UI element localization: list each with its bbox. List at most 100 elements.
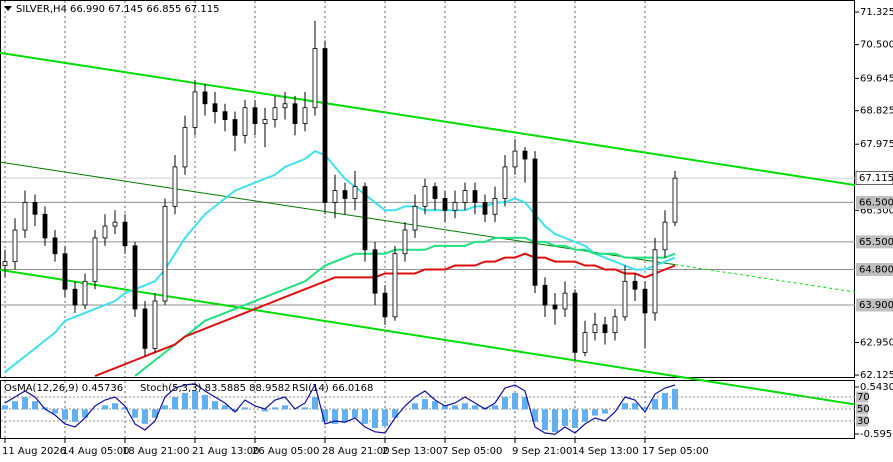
candle-body <box>312 48 318 109</box>
osma-bar <box>112 403 118 410</box>
osma-bar <box>82 409 88 418</box>
candle-body <box>562 292 568 310</box>
level-label: 64.800 <box>859 264 893 275</box>
osma-bar <box>312 397 318 410</box>
osma-bar <box>12 401 18 410</box>
level-label: 63.900 <box>859 300 893 311</box>
osma-bar <box>232 409 238 412</box>
y-tick-label: 0.5430 <box>860 382 893 393</box>
osma-bar <box>552 409 558 433</box>
osma-bar <box>162 405 168 410</box>
osma-bar <box>592 409 598 416</box>
osma-bar <box>472 405 478 410</box>
price-label: 67.115 <box>859 173 893 184</box>
candle-body <box>672 177 678 223</box>
candle-body <box>122 221 128 247</box>
osma-title: OsMA(12,26,9) 0.45736 <box>4 383 123 394</box>
x-tick-label: 2 Sep 13:00 <box>382 446 442 457</box>
candle-body <box>22 202 28 231</box>
x-tick-label: 21 Aug 13:00 <box>192 446 259 457</box>
osma-bar <box>342 409 348 422</box>
x-tick-label: 18 Aug 21:00 <box>122 446 189 457</box>
osma-bar <box>142 409 148 424</box>
candle-body <box>502 166 508 199</box>
osma-bar <box>302 407 308 410</box>
osma-bar <box>662 392 668 410</box>
candle-body <box>552 304 558 310</box>
candle-body <box>662 221 668 251</box>
osma-bar <box>412 403 418 410</box>
osma-bar <box>222 405 228 410</box>
candle-body <box>402 229 408 255</box>
candle-body <box>242 107 248 136</box>
osma-bar <box>532 409 538 422</box>
osma-bar <box>512 392 518 410</box>
osma-bar <box>502 397 508 410</box>
level-label: 65.500 <box>859 237 893 248</box>
osma-bar <box>182 392 188 410</box>
osma-bar <box>212 401 218 410</box>
osma-bar <box>322 409 328 422</box>
x-tick-label: 28 Aug 21:00 <box>322 446 389 457</box>
trendline <box>0 51 856 187</box>
osma-bar <box>262 409 268 412</box>
osma-bar <box>572 409 578 429</box>
candle-body <box>32 202 38 215</box>
osma-bar <box>132 409 138 418</box>
osma-bar <box>192 390 198 410</box>
candle-body <box>532 158 538 286</box>
x-tick-label: 7 Sep 05:00 <box>442 446 502 457</box>
candle-body <box>52 237 58 255</box>
candle-body <box>492 198 498 215</box>
candle-body <box>352 186 358 199</box>
candle-body <box>272 107 278 120</box>
osma-bar <box>422 399 428 410</box>
candle-body <box>582 332 588 353</box>
candle-body <box>452 202 458 211</box>
candle-body <box>162 205 168 302</box>
candle-body <box>92 237 98 282</box>
candle-body <box>172 166 178 207</box>
osma-bar <box>492 405 498 410</box>
candle-body <box>622 280 628 318</box>
osma-bar <box>32 401 38 410</box>
candle-body <box>642 288 648 314</box>
y-tick-label: 67.975 <box>860 139 893 150</box>
osma-bar <box>242 407 248 410</box>
osma-bar <box>152 409 158 418</box>
candle-body <box>412 205 418 231</box>
moving-average <box>4 149 676 373</box>
osma-bar <box>102 405 108 410</box>
candle-body <box>252 107 258 124</box>
trendline-extension <box>674 264 856 293</box>
candle-body <box>62 253 68 290</box>
candle-body <box>142 308 148 349</box>
candle-body <box>592 324 598 334</box>
osma-bar <box>22 397 28 410</box>
stoch-line <box>4 383 676 435</box>
moving-average <box>94 252 676 377</box>
candle-body <box>222 111 228 120</box>
y-tick-label: -0.595 <box>860 429 892 440</box>
level-box <box>856 415 868 427</box>
chart-title: SILVER,H4 <box>16 4 67 15</box>
x-tick-label: 26 Aug 05:00 <box>252 446 319 457</box>
candle-body <box>2 261 8 266</box>
level-box <box>856 262 893 276</box>
candle-body <box>522 150 528 160</box>
candle-body <box>82 280 88 306</box>
level-box <box>856 235 893 249</box>
candle-body <box>102 225 108 239</box>
level-box <box>856 391 868 403</box>
osma-bar <box>522 397 528 410</box>
candle-body <box>432 186 438 199</box>
osma-bar <box>452 405 458 410</box>
osma-bar <box>122 407 128 410</box>
candle-body <box>182 127 188 168</box>
y-tick-label: 68.825 <box>860 106 893 117</box>
price-box <box>855 171 893 185</box>
osma-bar <box>72 409 78 422</box>
candle-body <box>112 221 118 227</box>
candle-body <box>572 292 578 353</box>
